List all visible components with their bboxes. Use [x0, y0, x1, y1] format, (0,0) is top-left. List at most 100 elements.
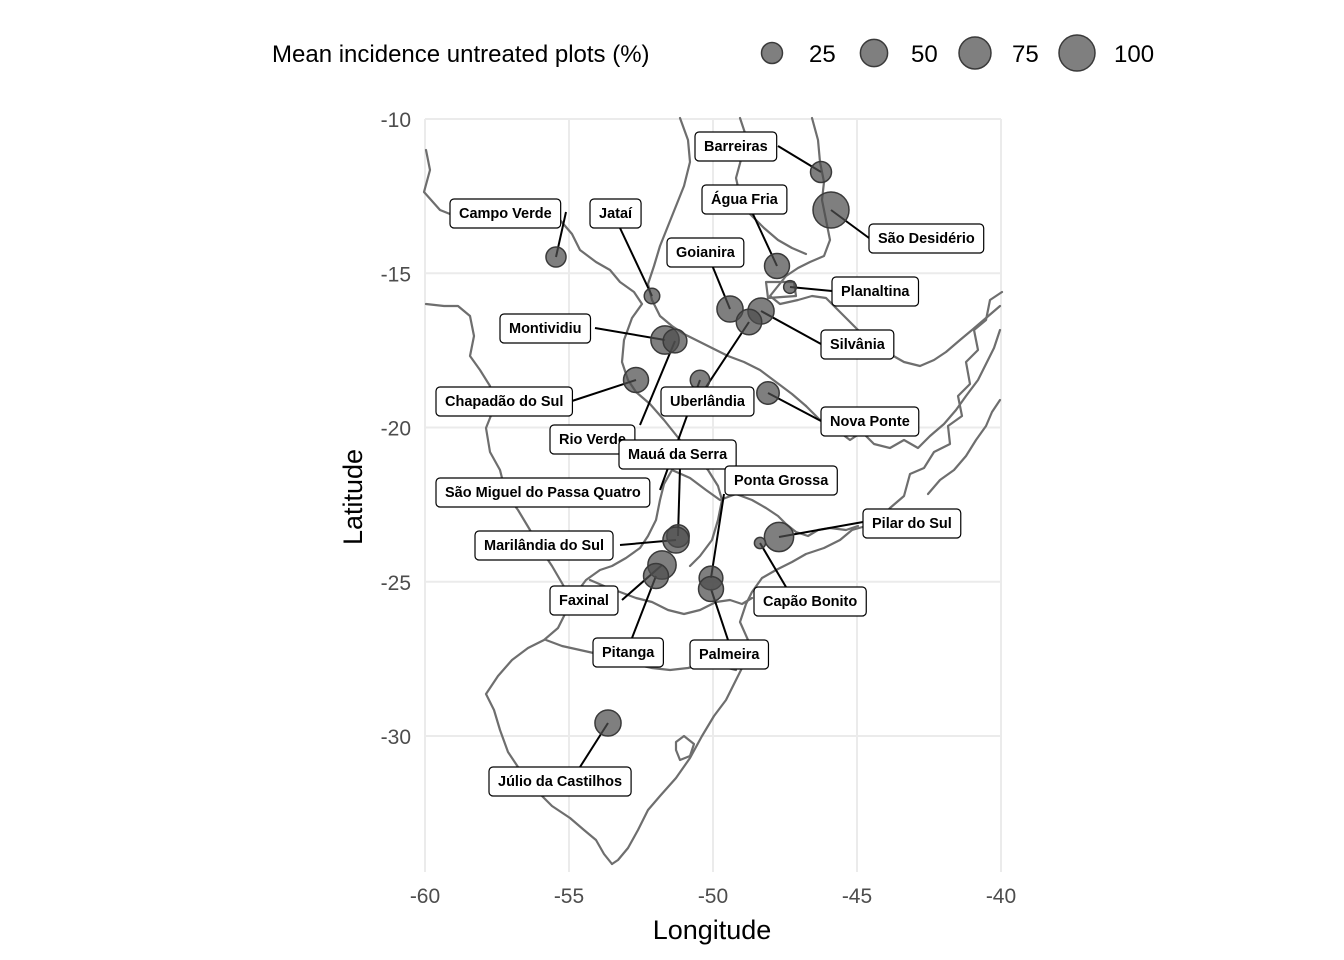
x-tick-label: -50 [698, 885, 728, 908]
site-label-text: Goianira [676, 245, 736, 261]
site-point [642, 562, 670, 590]
site-label-box [488, 766, 632, 797]
coast-outline [610, 290, 1004, 866]
site-label-text: Rio Verde [559, 432, 626, 448]
site-label: Pitanga [592, 637, 664, 668]
site-point [809, 160, 833, 184]
site-label: Água Fria [701, 184, 788, 215]
site-label-box [549, 585, 619, 616]
site-label: Goianira [666, 237, 745, 268]
site-point [756, 381, 780, 405]
legend: Mean incidence untreated plots (%) 25 50 7… [272, 34, 1154, 72]
site-point [782, 279, 798, 295]
site-point [643, 287, 661, 305]
site-label-text: Montividiu [509, 321, 582, 337]
site-point [716, 295, 744, 323]
site-label-box [701, 184, 788, 215]
site-label-text: Mauá da Serra [628, 447, 728, 463]
label-leader [710, 493, 725, 579]
site-label: Planaltina [831, 276, 920, 307]
site-label: Mauá da Serra [618, 439, 737, 470]
y-axis-ticks: -10 -15 -20 -25 -30 [381, 109, 411, 749]
site-point [545, 246, 567, 268]
site-label: São Miguel do Passa Quatro [435, 477, 651, 508]
y-axis-title: Latitude [338, 449, 368, 545]
site-label: Barreiras [694, 131, 778, 162]
site-label-box [435, 477, 651, 508]
label-leader [619, 227, 653, 297]
site-label-box [820, 329, 895, 360]
site-label-box [660, 386, 755, 417]
legend-title: Mean incidence untreated plots (%) [272, 41, 650, 68]
site-point [697, 575, 725, 603]
site-label: Capão Bonito [753, 586, 867, 617]
site-point [753, 536, 767, 550]
site-label-text: São Miguel do Passa Quatro [445, 485, 641, 501]
lagoon-detail [674, 734, 696, 762]
y-tick-label: -15 [381, 263, 411, 286]
site-point [763, 521, 795, 553]
legend-key-circle [859, 38, 889, 68]
site-label: Pilar do Sul [862, 508, 962, 539]
site-label-box [689, 639, 770, 670]
site-label-text: Capão Bonito [763, 594, 857, 610]
site-labels: Barreiras São Desidério Campo Verde Jataí Ág… [435, 131, 985, 797]
x-tick-label: -60 [410, 885, 440, 908]
site-label-text: Jataí [599, 206, 633, 222]
site-label-box [820, 406, 920, 437]
site-points [545, 160, 850, 737]
site-label-box [618, 439, 737, 470]
site-label-text: Chapadão do Sul [445, 394, 563, 410]
legend-key-label: 100 [1114, 41, 1154, 68]
site-label-text: Pilar do Sul [872, 516, 952, 532]
site-point [763, 252, 791, 280]
site-label-box [474, 530, 614, 561]
y-tick-label: -10 [381, 109, 411, 132]
y-tick-label: -25 [381, 572, 411, 595]
legend-key-label: 50 [911, 41, 938, 68]
site-label: Faxinal [549, 585, 619, 616]
x-tick-label: -40 [986, 885, 1016, 908]
site-label-text: Silvânia [830, 337, 886, 353]
site-label-box [449, 198, 562, 229]
site-label-box [694, 131, 778, 162]
site-label-box [666, 237, 745, 268]
site-label: Montividiu [499, 313, 592, 344]
site-label-text: Uberlândia [670, 394, 746, 410]
site-label-text: São Desidério [878, 231, 975, 247]
site-label-text: Marilândia do Sul [484, 538, 604, 554]
site-label-box [831, 276, 920, 307]
legend-key-circle [1058, 34, 1096, 72]
site-label: São Desidério [868, 223, 985, 254]
label-leader [759, 542, 787, 588]
site-label-box [868, 223, 985, 254]
site-point [662, 328, 688, 354]
site-label-box [592, 637, 664, 668]
site-label-text: Barreiras [704, 139, 768, 155]
site-label: Chapadão do Sul [435, 386, 574, 417]
x-axis-title: Longitude [653, 915, 772, 945]
df-border [764, 280, 798, 300]
legend-key-label: 25 [809, 41, 836, 68]
site-label: Uberlândia [660, 386, 755, 417]
legend-key-circle [958, 36, 992, 70]
south-outline [484, 468, 674, 866]
site-label: Marilândia do Sul [474, 530, 614, 561]
site-label: Jataí [589, 198, 642, 229]
label-leader [639, 340, 676, 426]
site-label-box [753, 586, 867, 617]
site-label-text: Palmeira [699, 647, 760, 663]
y-tick-label: -30 [381, 726, 411, 749]
east-coast-detail [926, 398, 1002, 496]
site-label-text: Nova Ponte [830, 414, 910, 430]
site-label-box [862, 508, 962, 539]
site-label-text: Ponta Grossa [734, 473, 829, 489]
site-label-text: Planaltina [841, 284, 910, 300]
y-tick-label: -20 [381, 418, 411, 441]
site-label: Palmeira [689, 639, 770, 670]
site-point [594, 709, 622, 737]
site-label-text: Faxinal [559, 593, 609, 609]
site-label-box [589, 198, 642, 229]
plot-panel: Barreiras São Desidério Campo Verde Jataí Ág… [422, 116, 1004, 872]
